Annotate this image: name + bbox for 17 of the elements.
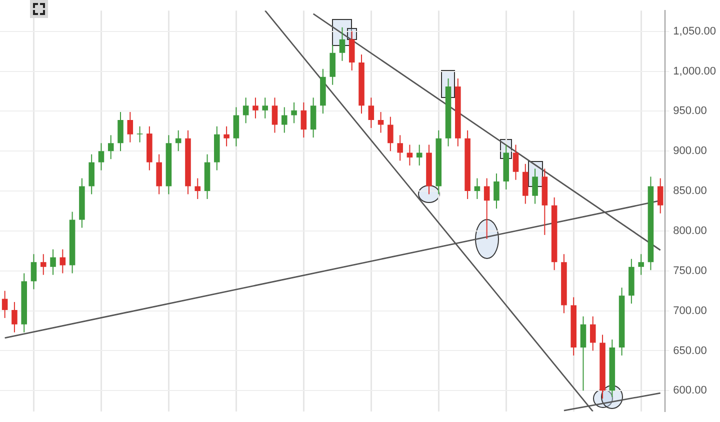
- y-tick-label: 600.00: [673, 384, 707, 397]
- y-tick-label: 900.00: [673, 145, 707, 158]
- candlestick: [638, 254, 644, 276]
- y-tick-label: 650.00: [673, 344, 707, 357]
- y-tick-label: 800.00: [673, 224, 707, 237]
- y-tick-label: 950.00: [673, 105, 707, 118]
- candlestick: [194, 178, 201, 200]
- candlestick: [252, 97, 258, 119]
- candlestick: [262, 97, 268, 119]
- y-tick-label: 700.00: [673, 304, 707, 317]
- candlestick: [40, 254, 46, 276]
- y-tick-label: 1,000.00: [673, 65, 716, 78]
- candlestick: [136, 126, 143, 143]
- candlestick: [281, 106, 288, 134]
- y-tick-label: 1,050.00: [673, 25, 716, 38]
- y-tick-label: 750.00: [673, 264, 707, 277]
- y-tick-label: 850.00: [673, 185, 707, 198]
